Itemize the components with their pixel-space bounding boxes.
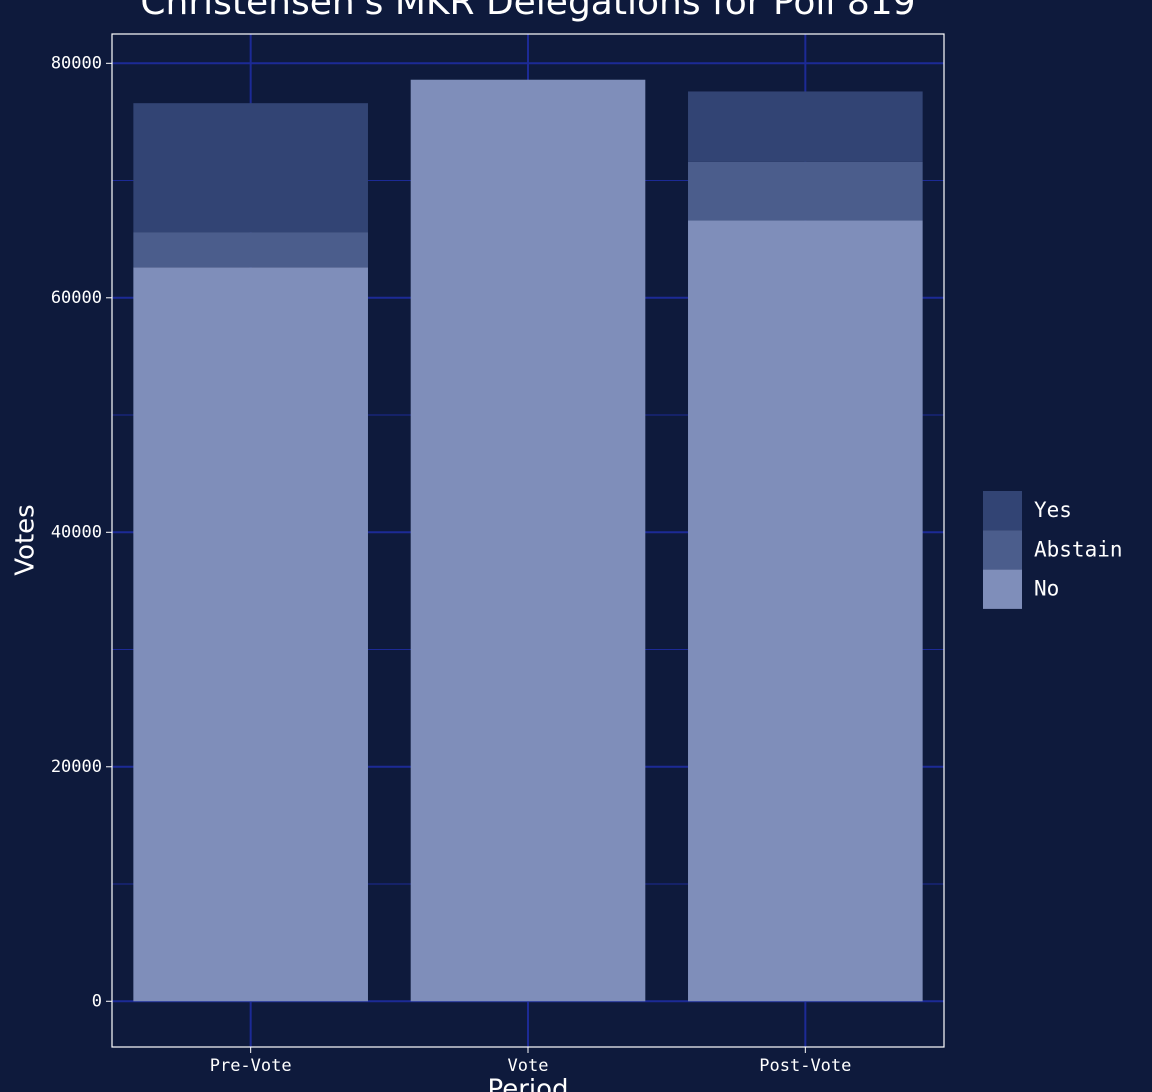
x-tick-label: Post-Vote bbox=[759, 1056, 851, 1076]
y-tick-label: 60000 bbox=[51, 288, 102, 308]
y-tick-label: 20000 bbox=[51, 757, 102, 777]
bar-segment bbox=[688, 161, 923, 221]
legend-key bbox=[983, 530, 1022, 570]
y-tick-label: 40000 bbox=[51, 522, 102, 542]
y-tick-label: 0 bbox=[92, 991, 102, 1011]
chart-title: Christensen's MKR Delegations for Poll 8… bbox=[140, 0, 915, 23]
y-tick-label: 80000 bbox=[51, 53, 102, 73]
legend-label: Yes bbox=[1034, 498, 1072, 522]
x-tick-label: Vote bbox=[508, 1056, 549, 1076]
legend-key bbox=[983, 569, 1022, 609]
bar-segment bbox=[688, 91, 923, 162]
legend-label: Abstain bbox=[1034, 537, 1123, 561]
bar-segment bbox=[133, 232, 368, 268]
y-axis-title: Votes bbox=[11, 504, 41, 575]
bar-segment bbox=[133, 267, 368, 1002]
bar-segment bbox=[133, 103, 368, 233]
bar-segment bbox=[410, 79, 646, 1002]
x-tick-label: Pre-Vote bbox=[210, 1056, 292, 1076]
plot-border bbox=[111, 33, 945, 1048]
legend-label: No bbox=[1034, 577, 1059, 601]
legend-key bbox=[983, 491, 1022, 531]
x-axis-title: Period bbox=[487, 1075, 568, 1092]
bar-segment bbox=[688, 220, 923, 1002]
